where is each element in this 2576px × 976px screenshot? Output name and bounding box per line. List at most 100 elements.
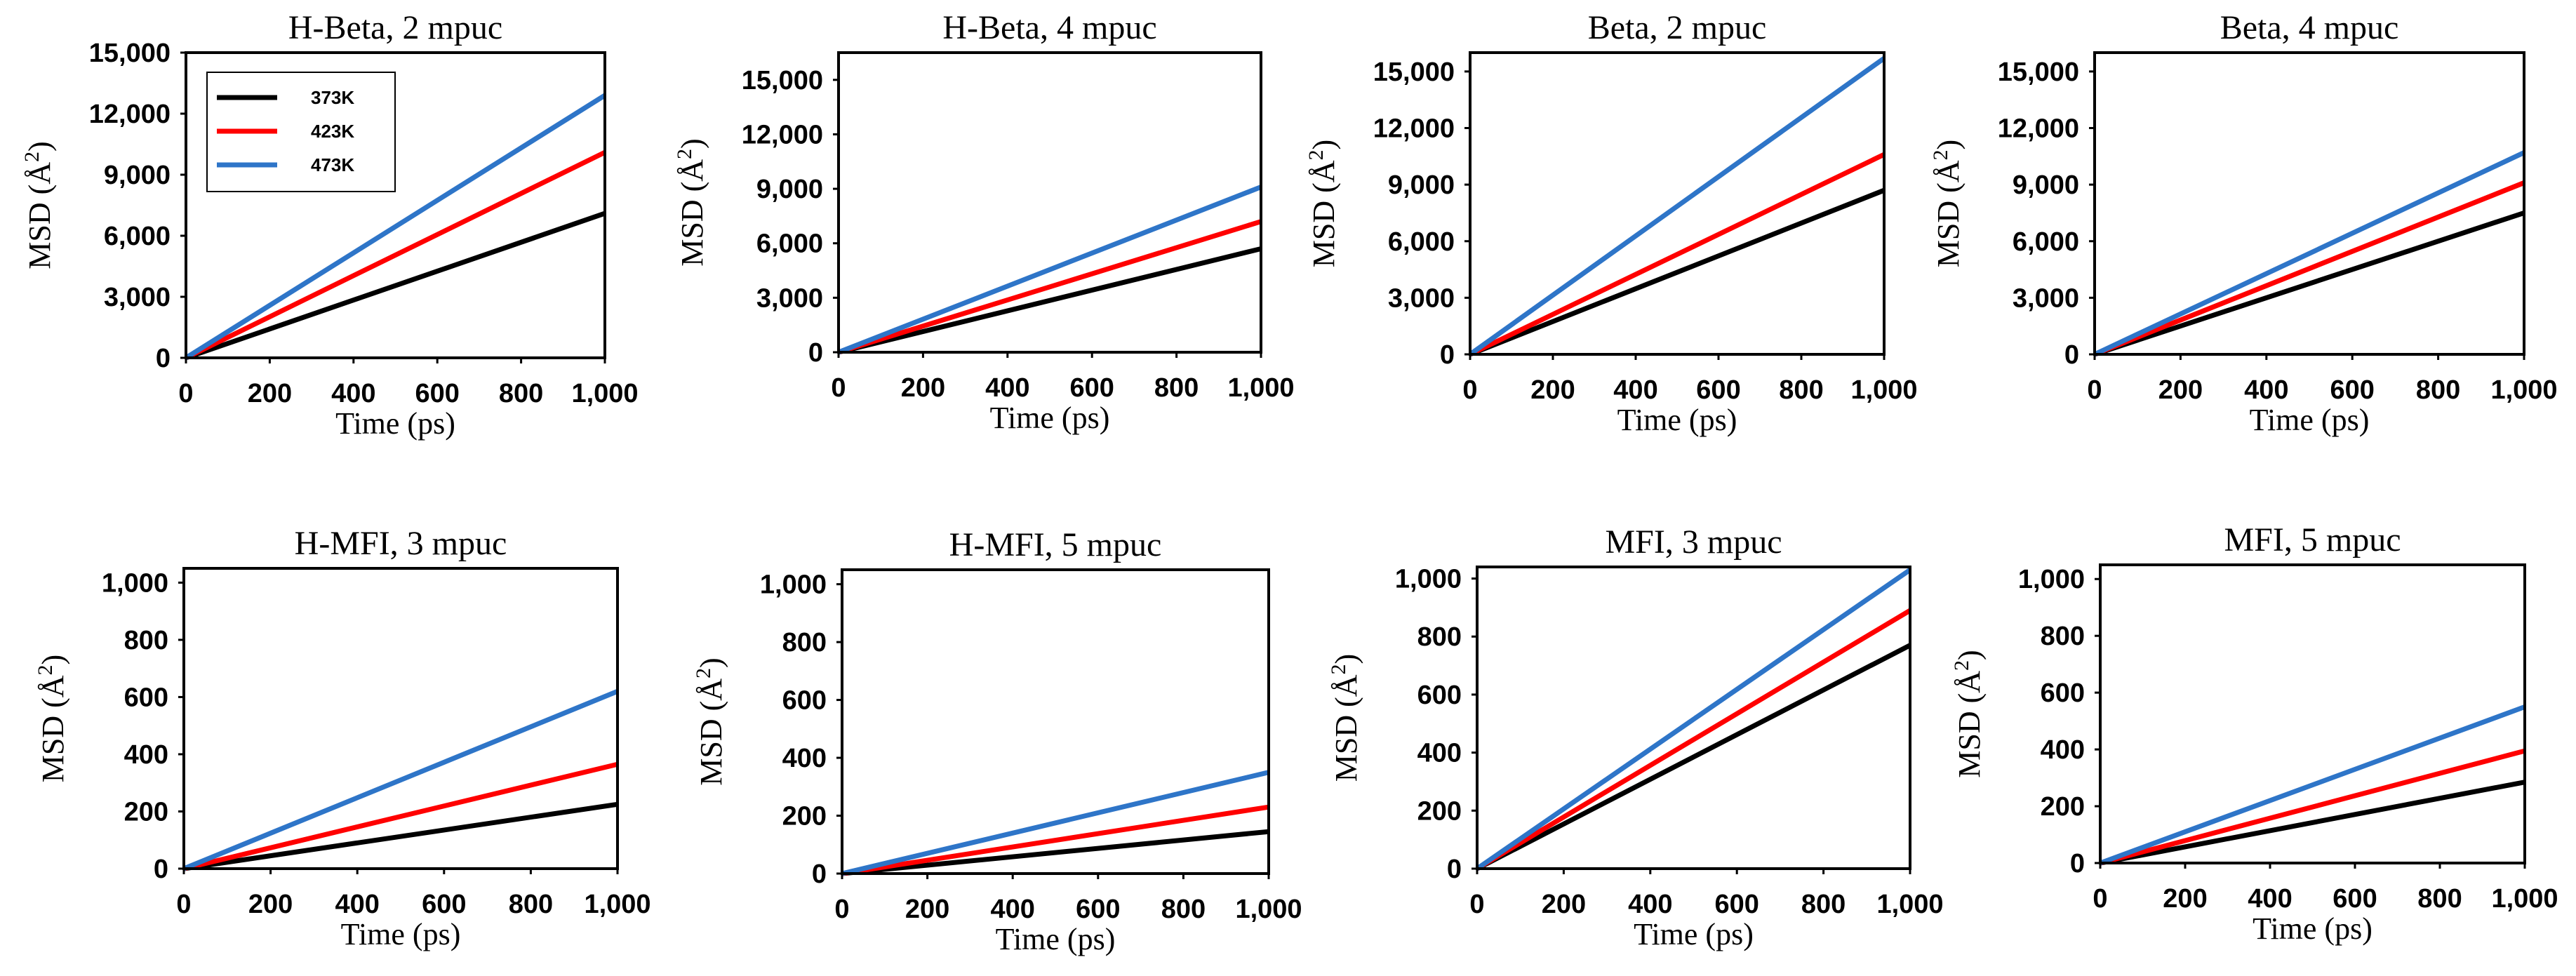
chart-panel: H-Beta, 4 mpuc 0 200 400 600 800 1,000 0 3,000 6,… <box>673 9 1295 435</box>
x-tick-label: 200 <box>2163 884 2207 914</box>
y-tick-label: 0 <box>808 338 823 368</box>
y-axis-label-superscript: 2 <box>1929 149 1952 160</box>
y-axis-label: MSD (Å2) <box>20 141 57 269</box>
y-axis-label-end: ) <box>1307 140 1341 150</box>
x-tick-label: 400 <box>990 895 1034 924</box>
series-line-423K <box>1469 152 1886 357</box>
y-axis-label-superscript: 2 <box>1950 660 1973 671</box>
chart-panel: Beta, 2 mpuc 0 200 400 600 800 1,000 0 3,000 6,00… <box>1304 9 1918 437</box>
y-tick-label: 0 <box>1447 855 1462 884</box>
x-tick-label: 200 <box>2158 375 2203 405</box>
series-line-423K <box>2100 748 2525 866</box>
y-tick-label: 6,000 <box>104 222 171 251</box>
y-tick-label: 1,000 <box>2018 565 2085 594</box>
y-tick-label: 600 <box>782 686 827 716</box>
y-tick-label: 0 <box>156 344 171 373</box>
x-tick-label: 400 <box>985 373 1029 403</box>
y-tick-label: 400 <box>782 744 827 773</box>
x-tick-label: 1,000 <box>1235 895 1302 924</box>
y-axis-label-main: MSD (Å <box>675 159 709 267</box>
y-axis-label-end: ) <box>675 138 709 149</box>
y-tick-label: 400 <box>124 740 168 770</box>
series-line-373K <box>2093 210 2525 357</box>
x-axis-label: Time (ps) <box>2253 911 2373 946</box>
y-axis-label-end: ) <box>22 141 57 152</box>
x-tick-label: 1,000 <box>1227 373 1294 403</box>
x-axis-label: Time (ps) <box>1617 403 1737 437</box>
y-axis-label-main: MSD (Å <box>1329 674 1363 782</box>
plot-frame <box>837 51 1262 354</box>
y-tick-label: 800 <box>124 626 168 655</box>
chart-title: H-MFI, 5 mpuc <box>949 526 1162 563</box>
y-tick-label: 400 <box>2041 735 2085 765</box>
plot-frame <box>2093 51 2525 356</box>
y-tick-label: 15,000 <box>1373 58 1455 87</box>
x-tick-label: 1,000 <box>1876 890 1943 919</box>
y-tick-label: 12,000 <box>1998 114 2079 144</box>
x-tick-label: 200 <box>248 379 292 408</box>
y-tick-label: 3,000 <box>104 283 171 312</box>
chart-panel: MFI, 3 mpuc 0 200 400 600 800 1,000 0 200 400 600 8… <box>1327 523 1944 951</box>
series-line-373K <box>185 210 606 361</box>
series-line-473K <box>2099 704 2526 866</box>
x-tick-label: 200 <box>1542 890 1586 919</box>
y-axis-label-main: MSD (Å <box>1307 160 1341 267</box>
x-tick-label: 800 <box>499 379 543 408</box>
x-tick-label: 600 <box>2333 884 2377 914</box>
chart-panel: MFI, 5 mpuc 0 200 400 600 800 1,000 0 200 400 600 8… <box>1950 521 2558 946</box>
y-axis-label: MSD (Å2) <box>1950 650 1987 777</box>
y-axis-label-main: MSD (Å <box>1952 671 1987 778</box>
x-tick-label: 0 <box>831 373 846 403</box>
plot-frame <box>185 51 606 359</box>
series-line-473K <box>1476 568 1911 871</box>
x-tick-label: 600 <box>2330 375 2374 405</box>
series-line-423K <box>185 149 606 361</box>
plot-frame <box>1469 51 1886 356</box>
x-tick-label: 800 <box>1801 890 1846 919</box>
x-tick-label: 0 <box>2093 884 2107 914</box>
plot-frame <box>2099 563 2526 864</box>
y-tick-label: 9,000 <box>104 161 171 190</box>
plot-frame <box>1476 566 1911 870</box>
x-axis-label: Time (ps) <box>341 917 461 951</box>
y-tick-label: 800 <box>1417 622 1462 652</box>
series-line-373K <box>1476 643 1911 871</box>
y-tick-label: 6,000 <box>2013 227 2079 257</box>
x-tick-label: 600 <box>422 890 466 919</box>
chart-title: Beta, 2 mpuc <box>1588 9 1767 46</box>
chart-title: MFI, 5 mpuc <box>2224 521 2401 559</box>
y-tick-label: 15,000 <box>89 39 171 68</box>
series-line-473K <box>2093 150 2525 357</box>
x-tick-label: 0 <box>834 895 849 924</box>
x-axis-label: Time (ps) <box>335 406 455 441</box>
y-tick-label: 1,000 <box>760 570 827 600</box>
y-tick-label: 600 <box>124 683 168 712</box>
x-tick-label: 0 <box>176 890 191 919</box>
y-axis-label-superscript: 2 <box>673 149 696 159</box>
series-line-473K <box>182 689 619 871</box>
chart-title: H-MFI, 3 mpuc <box>295 525 507 562</box>
x-tick-label: 800 <box>1779 375 1823 405</box>
x-tick-label: 600 <box>415 379 459 408</box>
x-tick-label: 800 <box>2416 375 2460 405</box>
series-line-473K <box>1468 56 1886 356</box>
chart-title: Beta, 4 mpuc <box>2220 9 2399 46</box>
series-line-373K <box>1469 187 1886 357</box>
y-tick-label: 3,000 <box>1388 283 1455 313</box>
y-tick-label: 1,000 <box>102 568 168 598</box>
legend-label: 373K <box>311 87 354 108</box>
y-axis-label-main: MSD (Å <box>694 678 728 786</box>
y-tick-label: 15,000 <box>1998 58 2079 87</box>
x-tick-label: 400 <box>335 890 379 919</box>
series-line-423K <box>841 804 1269 876</box>
y-axis-label-end: ) <box>1931 140 1966 150</box>
chart-title: H-Beta, 2 mpuc <box>288 9 502 46</box>
y-tick-label: 200 <box>1417 796 1462 826</box>
series-line-373K <box>183 801 618 871</box>
x-tick-label: 1,000 <box>2491 884 2558 914</box>
x-tick-label: 600 <box>1069 373 1114 403</box>
x-tick-label: 1,000 <box>571 379 638 408</box>
x-tick-label: 800 <box>1154 373 1199 403</box>
